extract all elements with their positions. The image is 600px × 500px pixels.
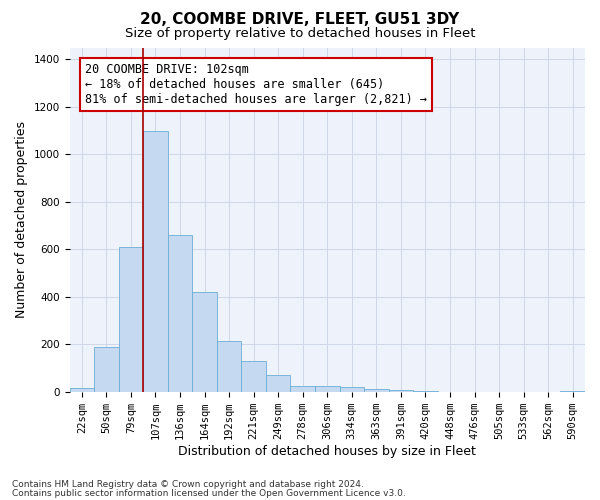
Bar bbox=[143, 130, 168, 392]
Text: Contains public sector information licensed under the Open Government Licence v3: Contains public sector information licen… bbox=[12, 488, 406, 498]
Bar bbox=[389, 390, 413, 392]
Bar bbox=[290, 386, 315, 392]
Text: 20 COOMBE DRIVE: 102sqm
← 18% of detached houses are smaller (645)
81% of semi-d: 20 COOMBE DRIVE: 102sqm ← 18% of detache… bbox=[85, 63, 427, 106]
Text: 20, COOMBE DRIVE, FLEET, GU51 3DY: 20, COOMBE DRIVE, FLEET, GU51 3DY bbox=[140, 12, 460, 28]
Text: Size of property relative to detached houses in Fleet: Size of property relative to detached ho… bbox=[125, 28, 475, 40]
Bar bbox=[340, 387, 364, 392]
Bar bbox=[560, 390, 585, 392]
Bar bbox=[241, 361, 266, 392]
Bar bbox=[315, 386, 340, 392]
Bar bbox=[119, 247, 143, 392]
Bar bbox=[168, 235, 192, 392]
Y-axis label: Number of detached properties: Number of detached properties bbox=[15, 121, 28, 318]
Bar bbox=[217, 340, 241, 392]
Bar bbox=[70, 388, 94, 392]
Bar bbox=[94, 346, 119, 392]
Bar bbox=[192, 292, 217, 392]
Bar bbox=[413, 391, 438, 392]
Bar bbox=[364, 390, 389, 392]
Text: Contains HM Land Registry data © Crown copyright and database right 2024.: Contains HM Land Registry data © Crown c… bbox=[12, 480, 364, 489]
X-axis label: Distribution of detached houses by size in Fleet: Distribution of detached houses by size … bbox=[178, 444, 476, 458]
Bar bbox=[266, 375, 290, 392]
